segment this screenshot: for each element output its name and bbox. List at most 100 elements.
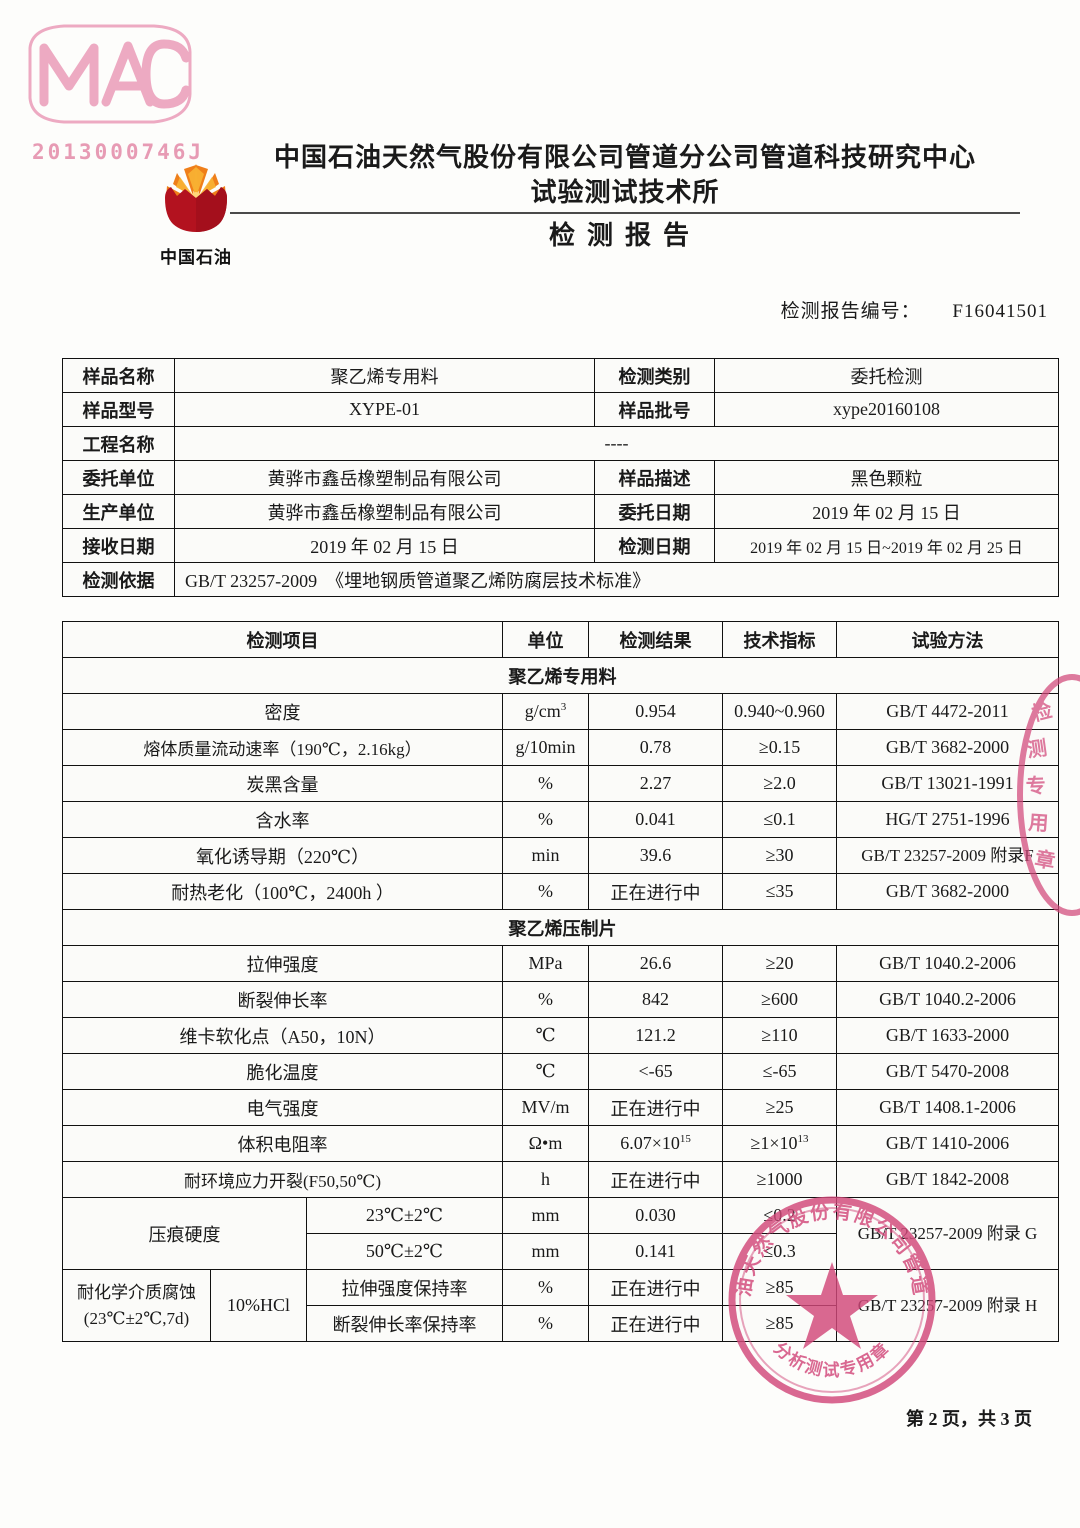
basis-value: GB/T 23257-2009 《埋地钢质管道聚乙烯防腐层技术标准》	[174, 562, 1059, 597]
test-method: GB/T 1633-2000	[836, 1017, 1060, 1054]
test-condition: 拉伸强度保持率	[305, 1269, 504, 1306]
test-result: 0.041	[588, 801, 724, 838]
test-unit: min	[502, 837, 590, 874]
test-result: 842	[588, 981, 724, 1018]
info-value: 2019 年 02 月 15 日	[714, 494, 1059, 529]
test-result: 正在进行中	[588, 873, 724, 910]
test-item: 断裂伸长率	[61, 981, 504, 1018]
table-header-row: 检测项目 单位 检测结果 技术指标 试验方法	[61, 621, 1060, 658]
table-row: 熔体质量流动速率（190℃，2.16kg） g/10min 0.78 ≥0.15…	[61, 729, 1060, 766]
test-spec: ≥2.0	[722, 765, 838, 802]
test-result: 正在进行中	[588, 1161, 724, 1198]
info-value: 2019 年 02 月 15 日~2019 年 02 月 25 日	[714, 528, 1059, 563]
test-item: 脆化温度	[61, 1053, 504, 1090]
test-spec: ≤35	[722, 873, 838, 910]
info-label: 样品描述	[594, 460, 715, 495]
table-row: 拉伸强度 MPa 26.6 ≥20 GB/T 1040.2-2006	[61, 945, 1060, 982]
test-item: 电气强度	[61, 1089, 504, 1126]
section-title: 聚乙烯压制片	[61, 909, 1060, 946]
test-method: GB/T 3682-2000	[836, 729, 1060, 766]
test-unit: MV/m	[502, 1089, 590, 1126]
test-result: 正在进行中	[588, 1305, 724, 1342]
chemical-medium: 10%HCl	[210, 1269, 307, 1342]
test-item: 拉伸强度	[61, 945, 504, 982]
header-divider	[230, 212, 1020, 214]
test-unit: g/10min	[502, 729, 590, 766]
test-item: 体积电阻率	[61, 1125, 504, 1162]
title-block: 中国石油天然气股份有限公司管道分公司管道科技研究中心 试验测试技术所 检测报告	[230, 140, 1020, 252]
org-name-line1: 中国石油天然气股份有限公司管道分公司管道科技研究中心	[273, 142, 976, 172]
info-label: 样品批号	[594, 392, 715, 427]
section-title: 聚乙烯专用料	[61, 657, 1060, 694]
column-header-result: 检测结果	[588, 621, 724, 658]
info-label: 接收日期	[62, 528, 175, 563]
petrochina-logo: 中国石油	[140, 160, 252, 268]
test-spec: ≥0.15	[722, 729, 838, 766]
test-result: 正在进行中	[588, 1269, 724, 1306]
test-method: GB/T 4472-2011	[836, 693, 1060, 730]
info-label: 委托日期	[594, 494, 715, 529]
table-row: 含水率 % 0.041 ≤0.1 HG/T 2751-1996	[61, 801, 1060, 838]
info-label: 检测类别	[594, 358, 715, 393]
test-result: 正在进行中	[588, 1089, 724, 1126]
test-unit: MPa	[502, 945, 590, 982]
test-result: 0.141	[588, 1233, 724, 1270]
test-unit: h	[502, 1161, 590, 1198]
column-header-method: 试验方法	[836, 621, 1060, 658]
table-row: 样品名称 聚乙烯专用料 检测类别 委托检测	[62, 358, 1059, 393]
test-item: 氧化诱导期（220℃）	[61, 837, 504, 874]
test-item: 炭黑含量	[61, 765, 504, 802]
test-method: GB/T 3682-2000	[836, 873, 1060, 910]
test-spec: ≥30	[722, 837, 838, 874]
table-row: 委托单位 黄骅市鑫岳橡塑制品有限公司 样品描述 黑色颗粒	[62, 460, 1059, 495]
table-row: 检测依据 GB/T 23257-2009 《埋地钢质管道聚乙烯防腐层技术标准》	[62, 562, 1059, 597]
report-number-value: F16041501	[952, 301, 1048, 322]
test-spec: ≥110	[722, 1017, 838, 1054]
test-unit: mm	[502, 1197, 590, 1234]
table-row: 压痕硬度 23℃±2℃ mm 0.030 ≤0.2 GB/T 23257-200…	[62, 1197, 1060, 1270]
test-method: GB/T 1408.1-2006	[836, 1089, 1060, 1126]
document-title: 检测报告	[548, 220, 701, 250]
info-label: 样品名称	[62, 358, 175, 393]
table-row: 炭黑含量 % 2.27 ≥2.0 GB/T 13021-1991	[61, 765, 1060, 802]
test-condition: 23℃±2℃	[305, 1197, 504, 1234]
test-result: 121.2	[588, 1017, 724, 1054]
test-result: 26.6	[588, 945, 724, 982]
test-result: 6.07×1015	[588, 1125, 724, 1162]
test-method: HG/T 2751-1996	[836, 801, 1060, 838]
test-item: 熔体质量流动速率（190℃，2.16kg）	[61, 729, 504, 766]
table-row: 耐环境应力开裂(F50,50℃) h 正在进行中 ≥1000 GB/T 1842…	[61, 1161, 1060, 1198]
test-condition: 50℃±2℃	[305, 1233, 504, 1270]
info-value: 黄骅市鑫岳橡塑制品有限公司	[174, 494, 595, 529]
test-unit: %	[502, 1305, 590, 1342]
test-spec: ≥600	[722, 981, 838, 1018]
test-item: 含水率	[61, 801, 504, 838]
info-value: 聚乙烯专用料	[174, 358, 595, 393]
group-label-chemical: 耐化学介质腐蚀(23℃±2℃,7d)	[62, 1269, 211, 1342]
table-row: 生产单位 黄骅市鑫岳橡塑制品有限公司 委托日期 2019 年 02 月 15 日	[62, 494, 1059, 529]
report-number: 检测报告编号： F16041501	[781, 296, 1048, 323]
test-unit: %	[502, 981, 590, 1018]
test-spec: ≤0.1	[722, 801, 838, 838]
table-row: 耐化学介质腐蚀(23℃±2℃,7d) 10%HCl 拉伸强度保持率 % 正在进行…	[62, 1269, 1060, 1342]
info-value: 黑色颗粒	[714, 460, 1059, 495]
test-spec: ≤0.2	[722, 1197, 838, 1234]
test-spec: 0.940~0.960	[722, 693, 838, 730]
info-value: 2019 年 02 月 15 日	[174, 528, 595, 563]
test-method: GB/T 23257-2009 附录F	[836, 837, 1060, 874]
table-row: 氧化诱导期（220℃） min 39.6 ≥30 GB/T 23257-2009…	[61, 837, 1060, 874]
test-result: 39.6	[588, 837, 724, 874]
page-footer: 第 2 页，共 3 页	[906, 1409, 1032, 1429]
test-unit: ℃	[502, 1017, 590, 1054]
test-spec: ≥1×1013	[722, 1125, 838, 1162]
test-method: GB/T 13021-1991	[836, 765, 1060, 802]
test-unit: g/cm3	[502, 693, 590, 730]
table-row: 密度 g/cm3 0.954 0.940~0.960 GB/T 4472-201…	[61, 693, 1060, 730]
test-item: 耐环境应力开裂(F50,50℃)	[61, 1161, 504, 1198]
test-item: 耐热老化（100℃，2400h ）	[61, 873, 504, 910]
report-number-label: 检测报告编号：	[780, 301, 921, 322]
test-spec: ≥85	[722, 1269, 838, 1306]
test-method: GB/T 1842-2008	[836, 1161, 1060, 1198]
info-value: ----	[174, 426, 1059, 461]
test-item: 密度	[61, 693, 504, 730]
